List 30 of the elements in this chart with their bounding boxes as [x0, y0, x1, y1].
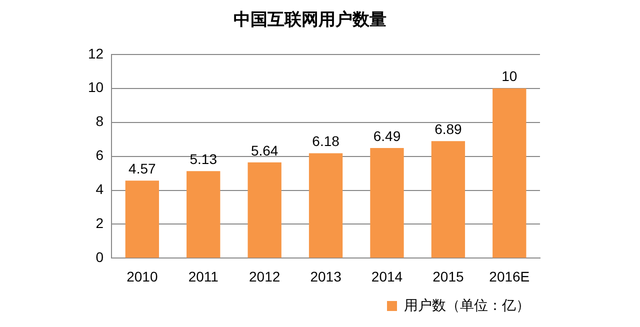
bar	[431, 141, 466, 258]
data-label: 4.57	[128, 160, 156, 176]
y-tick-label: 6	[96, 147, 104, 164]
x-tick-label: 2013	[310, 268, 342, 284]
chart-title: 中国互联网用户数量	[234, 10, 386, 29]
bar	[186, 171, 220, 258]
bar	[248, 162, 282, 258]
x-tick-label: 2012	[249, 268, 280, 284]
y-tick-label: 10	[88, 79, 104, 96]
x-tick-label: 2015	[432, 268, 464, 284]
x-tick-label: 2014	[371, 268, 403, 284]
bar	[492, 88, 526, 258]
y-tick-label: 0	[96, 249, 104, 266]
bar	[370, 148, 404, 258]
x-tick-label: 2011	[188, 268, 219, 284]
data-label: 6.89	[434, 121, 462, 138]
data-label: 5.13	[190, 150, 218, 167]
y-tick-label: 4	[96, 181, 104, 198]
legend-label: 用户数（单位：亿）	[404, 296, 530, 313]
data-label: 6.49	[373, 128, 401, 144]
data-label: 10	[502, 68, 518, 84]
data-label: 6.18	[312, 133, 340, 150]
x-tick-label: 2016E	[489, 268, 530, 284]
data-label: 5.64	[250, 142, 278, 158]
y-tick-label: 12	[88, 45, 104, 62]
y-tick-label: 2	[96, 215, 104, 232]
bar	[308, 153, 343, 258]
y-tick-label: 8	[96, 113, 104, 130]
bar	[125, 180, 160, 258]
x-tick-label: 2010	[126, 268, 158, 284]
